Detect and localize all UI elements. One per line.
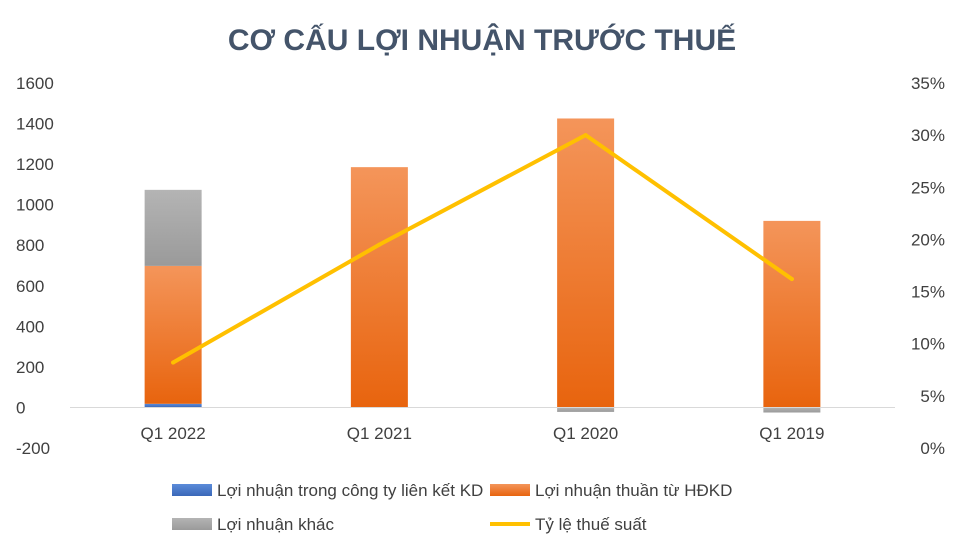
bar (557, 118, 615, 408)
right-axis: 35% 30% 25% 20% 15% 10% 5% 0% (911, 74, 945, 458)
line-point (789, 277, 794, 282)
line-point (583, 133, 588, 138)
legend-label: Lợi nhuận trong công ty liên kết KD (217, 481, 483, 500)
category-label: Q1 2020 (553, 424, 618, 443)
left-tick-label: 0 (16, 398, 25, 417)
left-tick-label: 1600 (16, 74, 54, 93)
legend: Lợi nhuận trong công ty liên kết KD Lợi n… (172, 481, 732, 534)
bar (763, 407, 821, 413)
left-tick-label: 800 (16, 236, 44, 255)
left-tick-label: 1200 (16, 155, 54, 174)
right-tick-label: 0% (920, 439, 945, 458)
left-axis: 1600 1400 1200 1000 800 600 400 200 0 -200 (16, 74, 54, 458)
legend-label: Lợi nhuận thuần từ HĐKD (535, 481, 732, 500)
bar (557, 407, 615, 412)
right-tick-label: 5% (920, 387, 945, 406)
right-tick-label: 30% (911, 126, 945, 145)
bar (350, 167, 408, 408)
left-tick-label: 600 (16, 277, 44, 296)
left-tick-label: 200 (16, 358, 44, 377)
series-line (171, 133, 794, 365)
right-tick-label: 20% (911, 230, 945, 249)
category-label: Q1 2019 (759, 424, 824, 443)
legend-swatch (172, 518, 212, 530)
right-tick-label: 10% (911, 335, 945, 354)
line-series-group (171, 133, 794, 365)
bar (144, 189, 202, 266)
left-tick-label: 400 (16, 317, 44, 336)
left-tick-label: 1400 (16, 115, 54, 134)
line-point (171, 360, 176, 365)
category-label: Q1 2021 (347, 424, 412, 443)
legend-swatch (490, 484, 530, 496)
chart-title: CƠ CẤU LỢI NHUẬN TRƯỚC THUẾ (228, 23, 736, 57)
bar (144, 403, 202, 408)
legend-swatch (172, 484, 212, 496)
left-tick-label: -200 (16, 439, 50, 458)
bar (144, 265, 202, 404)
right-tick-label: 35% (911, 74, 945, 93)
right-tick-label: 15% (911, 283, 945, 302)
right-tick-label: 25% (911, 178, 945, 197)
category-labels: Q1 2022 Q1 2021 Q1 2020 Q1 2019 (141, 424, 825, 443)
bars-group (144, 118, 821, 413)
category-label: Q1 2022 (141, 424, 206, 443)
line-point (377, 242, 382, 247)
legend-label: Lợi nhuận khác (217, 515, 335, 534)
bar (763, 220, 821, 408)
legend-label: Tỷ lệ thuế suất (535, 515, 647, 534)
left-tick-label: 1000 (16, 196, 54, 215)
